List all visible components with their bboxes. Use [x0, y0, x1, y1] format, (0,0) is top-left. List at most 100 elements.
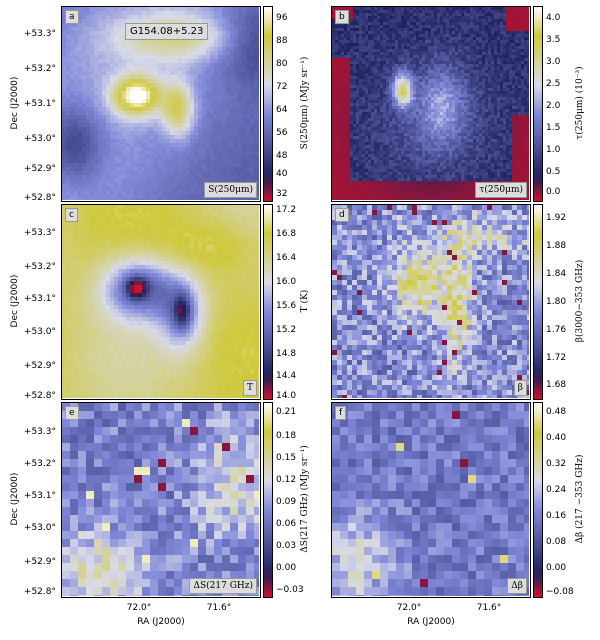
- map-pixel: [210, 167, 215, 172]
- map-pixel: [206, 15, 211, 20]
- map-pixel: [86, 31, 91, 36]
- map-pixel: [359, 19, 363, 23]
- map-pixel: [126, 39, 131, 44]
- map-pixel: [134, 83, 139, 88]
- map-pixel: [162, 187, 167, 192]
- map-pixel: [353, 103, 357, 107]
- map-pixel: [425, 73, 429, 77]
- map-pixel: [90, 139, 95, 144]
- map-pixel: [86, 115, 91, 120]
- map-pixel: [214, 151, 219, 156]
- map-pixel: [458, 46, 462, 50]
- map-pixel: [392, 118, 396, 122]
- map-pixel: [98, 67, 103, 72]
- map-pixel: [440, 64, 444, 68]
- map-pixel: [78, 7, 83, 12]
- map-pixel: [362, 91, 366, 95]
- map-pixel: [114, 39, 119, 44]
- map-pixel: [395, 64, 399, 68]
- map-pixel: [238, 11, 243, 16]
- map-pixel: [70, 119, 75, 124]
- map-pixel: [230, 151, 235, 156]
- map-pixel: [344, 109, 348, 113]
- map-pixel: [110, 183, 115, 188]
- map-pixel: [182, 43, 187, 48]
- map-pixel: [242, 15, 247, 20]
- map-pixel: [371, 97, 375, 101]
- map-pixel: [110, 7, 115, 12]
- map-pixel: [86, 195, 91, 200]
- map-pixel: [62, 123, 67, 128]
- map-pixel: [461, 31, 465, 35]
- map-pixel: [431, 16, 435, 20]
- map-pixel: [503, 37, 507, 41]
- map-pixel: [142, 143, 147, 148]
- map-pixel: [398, 115, 402, 119]
- map-pixel: [78, 95, 83, 100]
- map-pixel: [500, 25, 504, 29]
- map-pixel: [518, 79, 522, 83]
- map-pixel: [202, 63, 207, 68]
- map-pixel: [62, 143, 67, 148]
- map-pixel: [410, 82, 414, 86]
- map-pixel: [118, 47, 123, 52]
- map-pixel: [461, 28, 465, 32]
- map-pixel: [455, 70, 459, 74]
- map-pixel: [425, 37, 429, 41]
- map-pixel: [118, 67, 123, 72]
- map-pixel: [222, 115, 227, 120]
- map-pixel: [422, 55, 426, 59]
- map-pixel: [182, 39, 187, 44]
- map-pixel: [230, 103, 235, 108]
- map-pixel: [473, 19, 477, 23]
- map-pixel: [383, 34, 387, 38]
- map-pixel: [437, 43, 441, 47]
- map-pixel: [431, 67, 435, 71]
- map-pixel: [386, 97, 390, 101]
- map-pixel: [335, 34, 339, 38]
- map-pixel: [126, 171, 131, 176]
- map-pixel: [170, 191, 175, 196]
- map-pixel: [210, 127, 215, 132]
- map-pixel: [437, 67, 441, 71]
- map-pixel: [443, 40, 447, 44]
- map-pixel: [473, 100, 477, 104]
- map-pixel: [182, 19, 187, 24]
- map-pixel: [500, 91, 504, 95]
- map-pixel: [102, 47, 107, 52]
- map-pixel: [158, 15, 163, 20]
- map-pixel: [347, 79, 351, 83]
- map-pixel: [467, 94, 471, 98]
- map-pixel: [234, 79, 239, 84]
- map-pixel: [443, 16, 447, 20]
- map-pixel: [437, 19, 441, 23]
- map-pixel: [186, 95, 191, 100]
- map-pixel: [166, 159, 171, 164]
- map-pixel: [82, 171, 87, 176]
- map-pixel: [234, 31, 239, 36]
- map-pixel: [518, 94, 522, 98]
- map-pixel: [250, 107, 255, 112]
- map-pixel: [138, 115, 143, 120]
- map-pixel: [134, 59, 139, 64]
- map-pixel: [404, 19, 408, 23]
- map-pixel: [122, 135, 127, 140]
- map-pixel: [254, 71, 259, 76]
- map-pixel: [335, 115, 339, 119]
- map-pixel: [70, 195, 75, 200]
- map-pixel: [527, 70, 529, 74]
- map-pixel: [106, 107, 111, 112]
- map-pixel: [66, 187, 71, 192]
- map-pixel: [82, 127, 87, 132]
- map-pixel: [190, 91, 195, 96]
- map-pixel: [473, 115, 477, 119]
- map-pixel: [488, 97, 492, 101]
- map-pixel: [174, 75, 179, 80]
- map-pixel: [449, 103, 453, 107]
- map-pixel: [455, 22, 459, 26]
- map-pixel: [90, 115, 95, 120]
- map-pixel: [494, 112, 498, 116]
- map-pixel: [482, 106, 486, 110]
- map-pixel: [416, 61, 420, 65]
- map-pixel: [142, 155, 147, 160]
